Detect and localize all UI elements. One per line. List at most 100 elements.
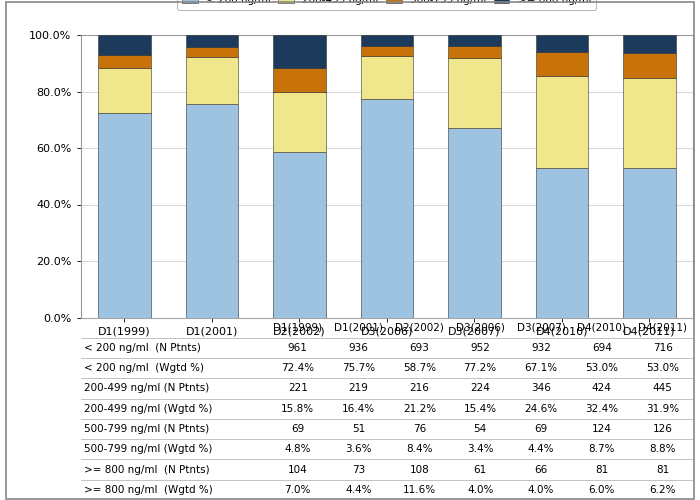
Text: 8.8%: 8.8% — [650, 444, 676, 454]
Text: 500-799 ng/ml (N Ptnts): 500-799 ng/ml (N Ptnts) — [83, 424, 209, 434]
Text: 961: 961 — [288, 343, 308, 353]
Text: < 200 ng/ml  (Wgtd %): < 200 ng/ml (Wgtd %) — [83, 363, 204, 373]
Text: 6.2%: 6.2% — [650, 485, 676, 495]
Bar — [360, 100, 413, 318]
Bar — [186, 47, 238, 58]
Bar — [536, 52, 588, 76]
Bar — [186, 34, 238, 47]
Bar — [448, 58, 500, 128]
Bar — [98, 35, 150, 55]
Text: D3(2006): D3(2006) — [456, 322, 505, 332]
Bar — [273, 152, 326, 318]
Bar — [273, 68, 326, 92]
Text: 108: 108 — [410, 464, 429, 474]
Bar — [186, 104, 238, 318]
Text: 11.6%: 11.6% — [402, 485, 436, 495]
Text: 15.4%: 15.4% — [463, 404, 497, 414]
Text: 81: 81 — [595, 464, 608, 474]
Text: 6.0%: 6.0% — [589, 485, 615, 495]
Text: 936: 936 — [349, 343, 368, 353]
Text: 73: 73 — [352, 464, 365, 474]
Text: >= 800 ng/ml  (Wgtd %): >= 800 ng/ml (Wgtd %) — [83, 485, 212, 495]
Text: 21.2%: 21.2% — [402, 404, 436, 414]
Text: 124: 124 — [592, 424, 612, 434]
Text: 445: 445 — [652, 384, 673, 394]
Text: 200-499 ng/ml (Wgtd %): 200-499 ng/ml (Wgtd %) — [83, 404, 212, 414]
Text: 61: 61 — [473, 464, 486, 474]
Text: 24.6%: 24.6% — [524, 404, 557, 414]
Text: 221: 221 — [288, 384, 308, 394]
Text: 8.7%: 8.7% — [589, 444, 615, 454]
Text: 500-799 ng/ml (Wgtd %): 500-799 ng/ml (Wgtd %) — [83, 444, 212, 454]
Legend: < 200 ng/ml, 200-499 ng/ml, 500-799 ng/ml, >= 800 ng/ml: < 200 ng/ml, 200-499 ng/ml, 500-799 ng/m… — [177, 0, 596, 10]
Text: 216: 216 — [410, 384, 429, 394]
Bar — [98, 55, 150, 68]
Text: 54: 54 — [473, 424, 486, 434]
Text: 346: 346 — [531, 384, 551, 394]
Text: 31.9%: 31.9% — [646, 404, 679, 414]
Bar — [448, 128, 500, 318]
Bar — [448, 34, 500, 46]
Text: 66: 66 — [534, 464, 547, 474]
Text: 16.4%: 16.4% — [342, 404, 375, 414]
Bar — [360, 46, 413, 56]
Text: 716: 716 — [652, 343, 673, 353]
Bar — [186, 58, 238, 104]
Text: 4.8%: 4.8% — [284, 444, 311, 454]
Text: 4.0%: 4.0% — [467, 485, 494, 495]
Text: D4(2011): D4(2011) — [638, 322, 687, 332]
Text: 75.7%: 75.7% — [342, 363, 375, 373]
Text: 4.0%: 4.0% — [528, 485, 554, 495]
Text: 932: 932 — [531, 343, 551, 353]
Text: 53.0%: 53.0% — [646, 363, 679, 373]
Text: D3(2007): D3(2007) — [517, 322, 566, 332]
Text: 104: 104 — [288, 464, 307, 474]
Text: 15.8%: 15.8% — [281, 404, 314, 414]
Bar — [273, 36, 326, 68]
Text: 76: 76 — [413, 424, 426, 434]
Text: D4(2010): D4(2010) — [578, 322, 626, 332]
Text: 3.4%: 3.4% — [467, 444, 494, 454]
Text: 69: 69 — [534, 424, 547, 434]
Bar — [98, 113, 150, 318]
Text: 694: 694 — [592, 343, 612, 353]
Text: 69: 69 — [291, 424, 304, 434]
Text: 693: 693 — [410, 343, 429, 353]
Text: 219: 219 — [349, 384, 368, 394]
Text: D1(2001): D1(2001) — [334, 322, 383, 332]
Text: 4.4%: 4.4% — [345, 485, 372, 495]
Bar — [360, 56, 413, 100]
Text: 32.4%: 32.4% — [585, 404, 618, 414]
Text: < 200 ng/ml  (N Ptnts): < 200 ng/ml (N Ptnts) — [83, 343, 200, 353]
Text: 53.0%: 53.0% — [585, 363, 618, 373]
Bar — [536, 168, 588, 318]
Text: 67.1%: 67.1% — [524, 363, 557, 373]
Text: 81: 81 — [656, 464, 669, 474]
Text: 72.4%: 72.4% — [281, 363, 314, 373]
Bar — [623, 78, 676, 168]
Text: 4.4%: 4.4% — [528, 444, 554, 454]
Text: 3.6%: 3.6% — [345, 444, 372, 454]
Text: 200-499 ng/ml (N Ptnts): 200-499 ng/ml (N Ptnts) — [83, 384, 209, 394]
Bar — [536, 76, 588, 168]
Text: 224: 224 — [470, 384, 490, 394]
Text: >= 800 ng/ml  (N Ptnts): >= 800 ng/ml (N Ptnts) — [83, 464, 209, 474]
Bar — [98, 68, 150, 113]
Text: 8.4%: 8.4% — [406, 444, 433, 454]
Bar — [536, 34, 588, 51]
Text: 424: 424 — [592, 384, 612, 394]
Text: D2(2002): D2(2002) — [395, 322, 444, 332]
Text: 77.2%: 77.2% — [463, 363, 497, 373]
Bar — [623, 53, 676, 78]
Bar — [623, 168, 676, 318]
Bar — [360, 35, 413, 46]
Text: 126: 126 — [652, 424, 673, 434]
Text: D1(1999): D1(1999) — [273, 322, 322, 332]
Text: 58.7%: 58.7% — [402, 363, 436, 373]
Bar — [448, 46, 500, 58]
Bar — [273, 92, 326, 152]
Text: 7.0%: 7.0% — [284, 485, 311, 495]
Bar — [623, 36, 676, 53]
Text: 51: 51 — [352, 424, 365, 434]
Text: 952: 952 — [470, 343, 490, 353]
